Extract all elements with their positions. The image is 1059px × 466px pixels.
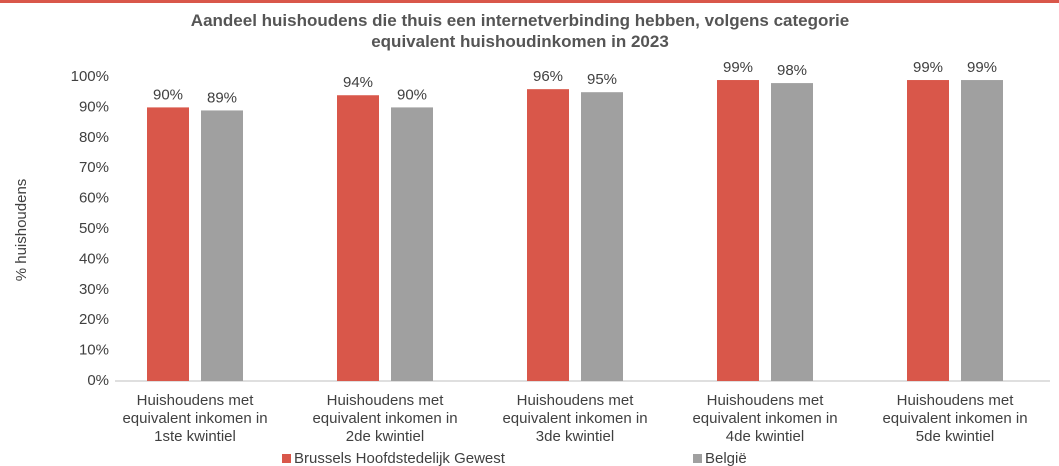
- value-label: 95%: [587, 71, 617, 88]
- value-label: 90%: [397, 86, 427, 103]
- value-label: 99%: [913, 59, 943, 76]
- y-tick-label: 40%: [79, 250, 109, 267]
- chart-title: Aandeel huishoudens die thuis een intern…: [191, 11, 849, 51]
- value-label: 98%: [777, 62, 807, 79]
- x-tick-label: Huishoudens met equivalent inkomen in 5de …: [882, 392, 1027, 445]
- legend-swatch: [282, 454, 291, 463]
- value-label: 96%: [533, 68, 563, 85]
- bar: [907, 80, 949, 381]
- legend-label: Brussels Hoofdstedelijk Gewest: [294, 450, 506, 466]
- bar: [337, 95, 379, 382]
- y-tick-label: 80%: [79, 129, 109, 146]
- y-tick-label: 30%: [79, 281, 109, 298]
- top-rule: [0, 0, 1059, 3]
- bar: [581, 92, 623, 381]
- value-label: 94%: [343, 74, 373, 91]
- x-tick-label: Huishoudens met equivalent inkomen in 4de …: [692, 392, 837, 445]
- bar: [391, 107, 433, 382]
- bar: [771, 83, 813, 381]
- y-tick-label: 100%: [71, 68, 109, 85]
- y-axis-label: % huishoudens: [13, 179, 30, 282]
- x-tick-label: Huishoudens met equivalent inkomen in 3de …: [502, 392, 647, 445]
- x-tick-label: Huishoudens met equivalent inkomen in 2de …: [312, 392, 457, 445]
- y-tick-label: 0%: [87, 372, 109, 389]
- legend-swatch: [693, 454, 702, 463]
- value-label: 90%: [153, 86, 183, 103]
- y-tick-label: 60%: [79, 190, 109, 207]
- y-tick-label: 90%: [79, 98, 109, 115]
- bar: [201, 110, 243, 381]
- y-tick-label: 70%: [79, 159, 109, 176]
- value-label: 99%: [723, 59, 753, 76]
- bar: [717, 80, 759, 381]
- x-tick-label: Huishoudens met equivalent inkomen in 1ste…: [122, 392, 267, 445]
- y-tick-label: 20%: [79, 311, 109, 328]
- bar: [147, 107, 189, 382]
- y-tick-label: 10%: [79, 342, 109, 359]
- value-label: 99%: [967, 59, 997, 76]
- bar: [527, 89, 569, 381]
- legend-label: België: [705, 450, 747, 466]
- bar: [961, 80, 1003, 381]
- y-tick-label: 50%: [79, 220, 109, 237]
- value-label: 89%: [207, 89, 237, 106]
